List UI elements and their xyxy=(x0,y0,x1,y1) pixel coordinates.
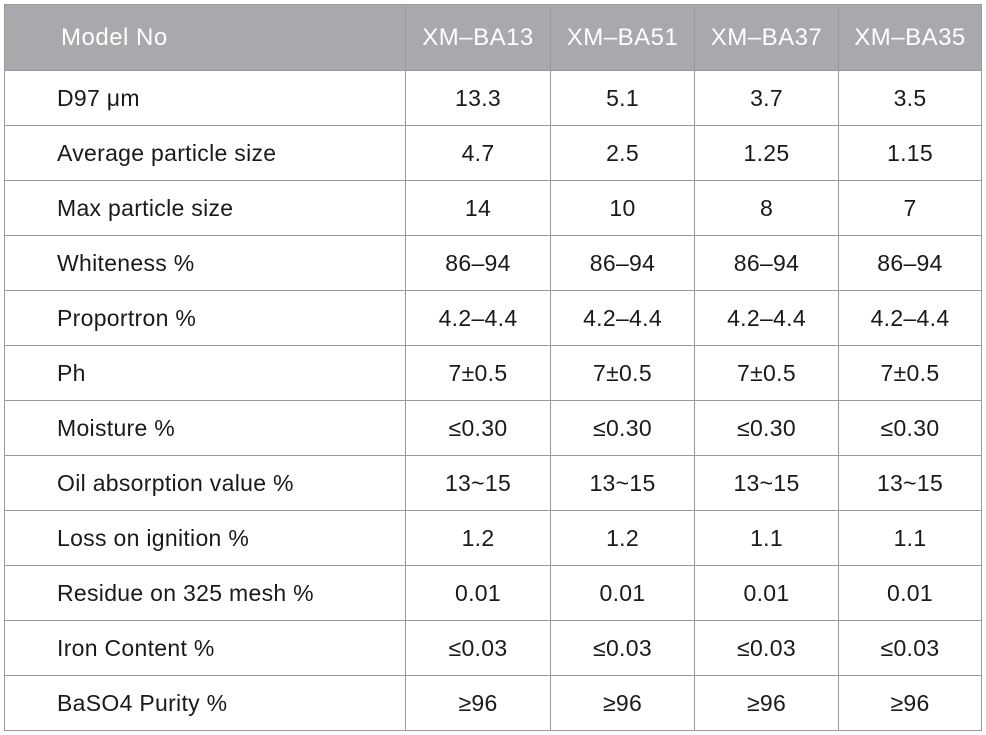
value-cell: 86–94 xyxy=(838,235,982,291)
value-cell: 10 xyxy=(550,180,695,236)
value-cell: 13~15 xyxy=(694,455,839,511)
value-cell: ≤0.30 xyxy=(694,400,839,456)
value-cell: 0.01 xyxy=(550,565,695,621)
value-cell: 13~15 xyxy=(550,455,695,511)
value-cell: 8 xyxy=(694,180,839,236)
value-cell: 3.7 xyxy=(694,70,839,126)
table-row: Proportron % 4.2–4.4 4.2–4.4 4.2–4.4 4.2–4.4 xyxy=(4,290,982,346)
value-cell: 4.2–4.4 xyxy=(550,290,695,346)
value-cell: ≤0.03 xyxy=(405,620,551,676)
value-cell: ≤0.03 xyxy=(694,620,839,676)
value-cell: 1.1 xyxy=(694,510,839,566)
table-row: Oil absorption value % 13~15 13~15 13~15 13~… xyxy=(4,455,982,511)
value-cell: 86–94 xyxy=(694,235,839,291)
value-cell: 4.7 xyxy=(405,125,551,181)
value-cell: ≤0.03 xyxy=(838,620,982,676)
table-row: Loss on ignition % 1.2 1.2 1.1 1.1 xyxy=(4,510,982,566)
property-label: Oil absorption value % xyxy=(4,455,406,511)
value-cell: 4.2–4.4 xyxy=(838,290,982,346)
table-row: Ph 7±0.5 7±0.5 7±0.5 7±0.5 xyxy=(4,345,982,401)
header-label: Model No xyxy=(4,4,406,71)
property-label: Moisture % xyxy=(4,400,406,456)
value-cell: 7±0.5 xyxy=(405,345,551,401)
value-cell: ≤0.03 xyxy=(550,620,695,676)
value-cell: 0.01 xyxy=(694,565,839,621)
spec-table: Model No XM–BA13 XM–BA51 XM–BA37 XM–BA35… xyxy=(4,4,982,731)
value-cell: 1.2 xyxy=(405,510,551,566)
table-row: Iron Content % ≤0.03 ≤0.03 ≤0.03 ≤0.03 xyxy=(4,620,982,676)
spec-table-container: Model No XM–BA13 XM–BA51 XM–BA37 XM–BA35… xyxy=(4,4,982,731)
property-label: Max particle size xyxy=(4,180,406,236)
value-cell: ≥96 xyxy=(550,675,695,731)
value-cell: 1.2 xyxy=(550,510,695,566)
value-cell: 2.5 xyxy=(550,125,695,181)
table-row: D97 μm 13.3 5.1 3.7 3.5 xyxy=(4,70,982,126)
property-label: Iron Content % xyxy=(4,620,406,676)
property-label: BaSO4 Purity % xyxy=(4,675,406,731)
table-row: Max particle size 14 10 8 7 xyxy=(4,180,982,236)
model-header: XM–BA37 xyxy=(694,4,839,71)
value-cell: 0.01 xyxy=(838,565,982,621)
value-cell: ≥96 xyxy=(405,675,551,731)
value-cell: 86–94 xyxy=(550,235,695,291)
value-cell: 13.3 xyxy=(405,70,551,126)
value-cell: 7 xyxy=(838,180,982,236)
value-cell: 13~15 xyxy=(838,455,982,511)
value-cell: ≥96 xyxy=(694,675,839,731)
value-cell: 86–94 xyxy=(405,235,551,291)
property-label: Ph xyxy=(4,345,406,401)
property-label: Whiteness % xyxy=(4,235,406,291)
model-header: XM–BA13 xyxy=(405,4,551,71)
value-cell: 1.15 xyxy=(838,125,982,181)
property-label: D97 μm xyxy=(4,70,406,126)
property-label: Loss on ignition % xyxy=(4,510,406,566)
table-row: Average particle size 4.7 2.5 1.25 1.15 xyxy=(4,125,982,181)
table-row: Moisture % ≤0.30 ≤0.30 ≤0.30 ≤0.30 xyxy=(4,400,982,456)
table-row: BaSO4 Purity % ≥96 ≥96 ≥96 ≥96 xyxy=(4,675,982,731)
table-body: D97 μm 13.3 5.1 3.7 3.5 Average particle size… xyxy=(4,70,982,731)
value-cell: 4.2–4.4 xyxy=(694,290,839,346)
value-cell: 7±0.5 xyxy=(838,345,982,401)
value-cell: ≤0.30 xyxy=(405,400,551,456)
value-cell: 7±0.5 xyxy=(550,345,695,401)
value-cell: 13~15 xyxy=(405,455,551,511)
model-header: XM–BA35 xyxy=(838,4,982,71)
value-cell: 3.5 xyxy=(838,70,982,126)
header-row: Model No XM–BA13 XM–BA51 XM–BA37 XM–BA35 xyxy=(4,4,982,71)
property-label: Average particle size xyxy=(4,125,406,181)
property-label: Residue on 325 mesh % xyxy=(4,565,406,621)
table-header: Model No XM–BA13 XM–BA51 XM–BA37 XM–BA35 xyxy=(4,4,982,71)
value-cell: 4.2–4.4 xyxy=(405,290,551,346)
value-cell: 7±0.5 xyxy=(694,345,839,401)
model-header: XM–BA51 xyxy=(550,4,695,71)
value-cell: 5.1 xyxy=(550,70,695,126)
value-cell: ≥96 xyxy=(838,675,982,731)
value-cell: 1.25 xyxy=(694,125,839,181)
table-row: Residue on 325 mesh % 0.01 0.01 0.01 0.01 xyxy=(4,565,982,621)
property-label: Proportron % xyxy=(4,290,406,346)
table-row: Whiteness % 86–94 86–94 86–94 86–94 xyxy=(4,235,982,291)
value-cell: 14 xyxy=(405,180,551,236)
value-cell: ≤0.30 xyxy=(838,400,982,456)
value-cell: 0.01 xyxy=(405,565,551,621)
value-cell: 1.1 xyxy=(838,510,982,566)
value-cell: ≤0.30 xyxy=(550,400,695,456)
